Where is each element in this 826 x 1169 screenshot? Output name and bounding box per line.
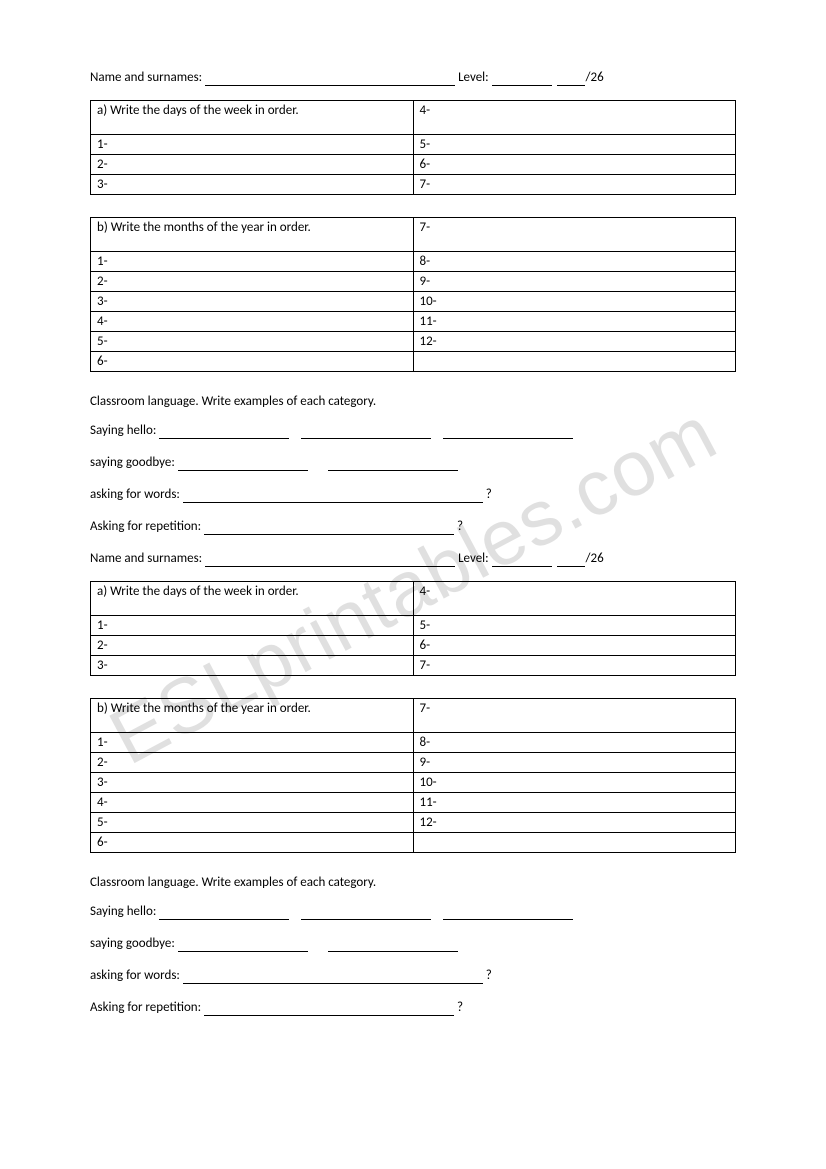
blank[interactable] bbox=[159, 423, 289, 439]
cell[interactable]: 11- bbox=[413, 793, 736, 813]
header-line-1: Name and surnames: Level: /26 bbox=[90, 70, 736, 86]
name-label: Name and surnames: bbox=[90, 70, 202, 85]
line-words-2: asking for words: ? bbox=[90, 968, 736, 984]
blank[interactable] bbox=[301, 423, 431, 439]
cell[interactable]: 12- bbox=[413, 813, 736, 833]
table-b-title: b) Write the months of the year in order… bbox=[91, 699, 414, 733]
blank[interactable] bbox=[178, 936, 308, 952]
line-hello-2: Saying hello: bbox=[90, 904, 736, 920]
qmark: ? bbox=[457, 519, 463, 534]
line-repetition-2: Asking for repetition: ? bbox=[90, 1000, 736, 1016]
cell[interactable]: 4- bbox=[413, 582, 736, 616]
line-goodbye-2: saying goodbye: bbox=[90, 936, 736, 952]
cell[interactable]: 5- bbox=[413, 616, 736, 636]
blank[interactable] bbox=[328, 455, 458, 471]
line-words-1: asking for words: ? bbox=[90, 487, 736, 503]
cell[interactable]: 3- bbox=[91, 656, 414, 676]
cell[interactable]: 8- bbox=[413, 252, 736, 272]
cell[interactable]: 2- bbox=[91, 753, 414, 773]
header-line-2: Name and surnames: Level: /26 bbox=[90, 551, 736, 567]
cell[interactable]: 12- bbox=[413, 332, 736, 352]
cell[interactable]: 11- bbox=[413, 312, 736, 332]
cell[interactable]: 6- bbox=[413, 155, 736, 175]
line-hello-1: Saying hello: bbox=[90, 423, 736, 439]
cell[interactable]: 3- bbox=[91, 773, 414, 793]
cell[interactable]: 6- bbox=[91, 833, 414, 853]
table-days-1: a) Write the days of the week in order. … bbox=[90, 100, 736, 195]
blank[interactable] bbox=[204, 1000, 454, 1016]
score-suffix: /26 bbox=[585, 70, 603, 85]
blank[interactable] bbox=[443, 423, 573, 439]
cell[interactable]: 4- bbox=[91, 312, 414, 332]
cell[interactable]: 6- bbox=[91, 352, 414, 372]
hello-label: Saying hello: bbox=[90, 423, 156, 438]
qmark: ? bbox=[486, 968, 492, 983]
level-label: Level: bbox=[458, 551, 489, 566]
blank[interactable] bbox=[301, 904, 431, 920]
cell[interactable]: 4- bbox=[91, 793, 414, 813]
cell[interactable]: 7- bbox=[413, 699, 736, 733]
table-days-2: a) Write the days of the week in order. … bbox=[90, 581, 736, 676]
cell[interactable]: 5- bbox=[413, 135, 736, 155]
hello-label: Saying hello: bbox=[90, 904, 156, 919]
cell[interactable] bbox=[413, 833, 736, 853]
cell[interactable]: 4- bbox=[413, 101, 736, 135]
goodbye-label: saying goodbye: bbox=[90, 936, 175, 951]
cell[interactable]: 1- bbox=[91, 616, 414, 636]
cell[interactable]: 1- bbox=[91, 733, 414, 753]
repetition-label: Asking for repetition: bbox=[90, 519, 201, 534]
repetition-label: Asking for repetition: bbox=[90, 1000, 201, 1015]
line-goodbye-1: saying goodbye: bbox=[90, 455, 736, 471]
table-months-2: b) Write the months of the year in order… bbox=[90, 698, 736, 853]
name-blank[interactable] bbox=[205, 70, 455, 86]
blank[interactable] bbox=[178, 455, 308, 471]
line-repetition-1: Asking for repetition: ? bbox=[90, 519, 736, 535]
blank[interactable] bbox=[328, 936, 458, 952]
cell[interactable]: 8- bbox=[413, 733, 736, 753]
cell[interactable]: 9- bbox=[413, 753, 736, 773]
cell[interactable]: 1- bbox=[91, 135, 414, 155]
cell[interactable]: 10- bbox=[413, 292, 736, 312]
qmark: ? bbox=[486, 487, 492, 502]
blank[interactable] bbox=[159, 904, 289, 920]
score-blank[interactable] bbox=[557, 70, 585, 86]
cell[interactable]: 7- bbox=[413, 656, 736, 676]
score-suffix: /26 bbox=[585, 551, 603, 566]
cell[interactable]: 7- bbox=[413, 218, 736, 252]
cell[interactable]: 2- bbox=[91, 636, 414, 656]
words-label: asking for words: bbox=[90, 968, 180, 983]
cell[interactable]: 9- bbox=[413, 272, 736, 292]
table-b-title: b) Write the months of the year in order… bbox=[91, 218, 414, 252]
classroom-heading-1: Classroom language. Write examples of ea… bbox=[90, 394, 736, 409]
name-label: Name and surnames: bbox=[90, 551, 202, 566]
cell[interactable]: 7- bbox=[413, 175, 736, 195]
level-label: Level: bbox=[458, 70, 489, 85]
table-a-title: a) Write the days of the week in order. bbox=[91, 582, 414, 616]
cell[interactable]: 6- bbox=[413, 636, 736, 656]
cell[interactable]: 10- bbox=[413, 773, 736, 793]
cell[interactable]: 2- bbox=[91, 272, 414, 292]
cell[interactable]: 3- bbox=[91, 292, 414, 312]
blank[interactable] bbox=[183, 487, 483, 503]
classroom-heading-2: Classroom language. Write examples of ea… bbox=[90, 875, 736, 890]
cell[interactable]: 1- bbox=[91, 252, 414, 272]
name-blank[interactable] bbox=[205, 551, 455, 567]
table-months-1: b) Write the months of the year in order… bbox=[90, 217, 736, 372]
goodbye-label: saying goodbye: bbox=[90, 455, 175, 470]
cell[interactable]: 5- bbox=[91, 332, 414, 352]
level-blank[interactable] bbox=[492, 551, 552, 567]
score-blank[interactable] bbox=[557, 551, 585, 567]
level-blank[interactable] bbox=[492, 70, 552, 86]
cell[interactable] bbox=[413, 352, 736, 372]
table-a-title: a) Write the days of the week in order. bbox=[91, 101, 414, 135]
worksheet-page: Name and surnames: Level: /26 a) Write t… bbox=[0, 0, 826, 1072]
words-label: asking for words: bbox=[90, 487, 180, 502]
cell[interactable]: 5- bbox=[91, 813, 414, 833]
cell[interactable]: 3- bbox=[91, 175, 414, 195]
blank[interactable] bbox=[443, 904, 573, 920]
cell[interactable]: 2- bbox=[91, 155, 414, 175]
blank[interactable] bbox=[204, 519, 454, 535]
qmark: ? bbox=[457, 1000, 463, 1015]
blank[interactable] bbox=[183, 968, 483, 984]
